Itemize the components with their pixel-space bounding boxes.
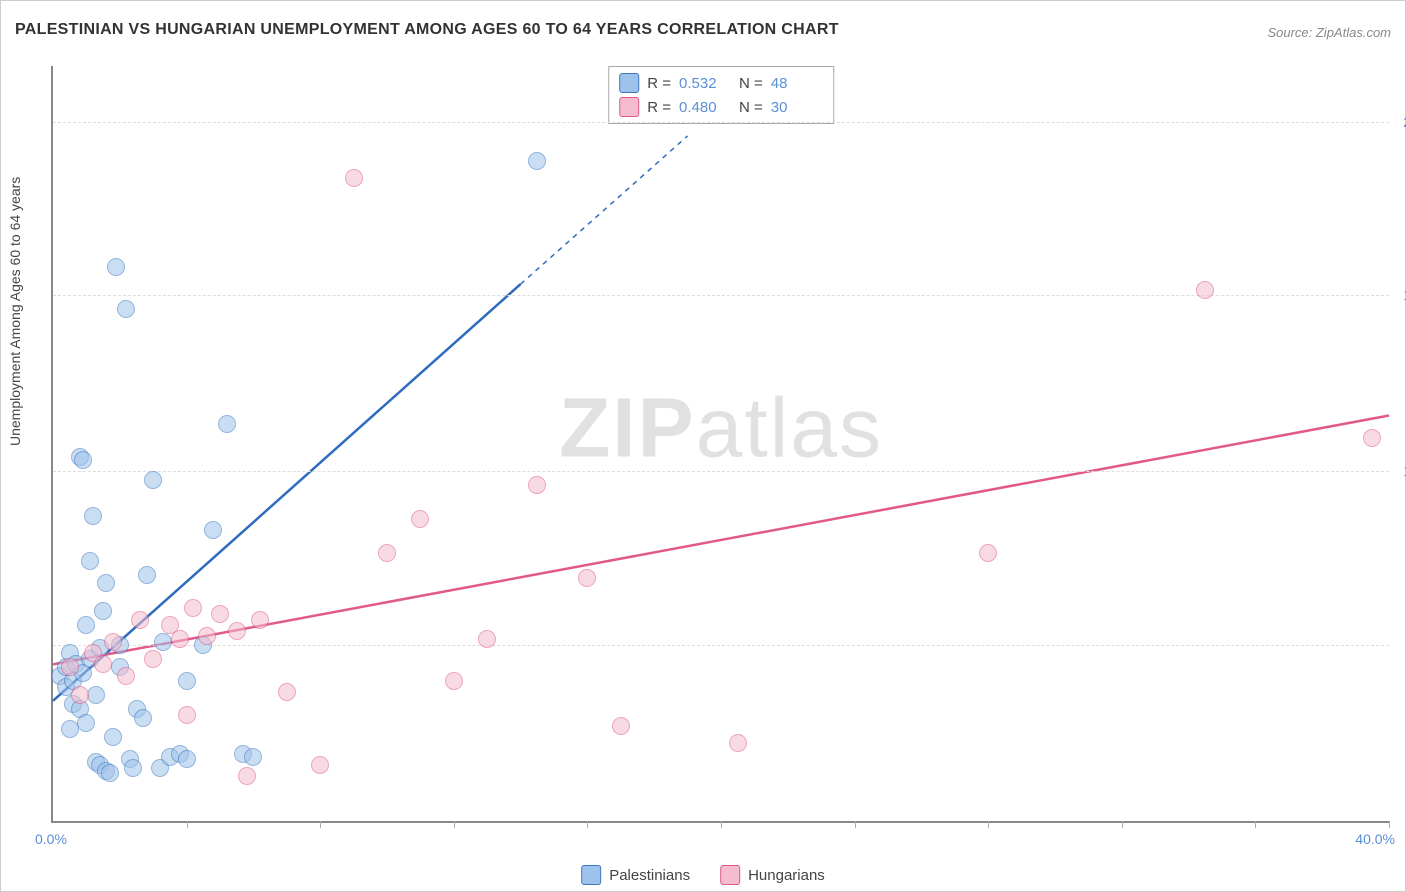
data-point [612, 717, 630, 735]
data-point [198, 627, 216, 645]
data-point [378, 544, 396, 562]
series-legend-item: Hungarians [720, 865, 825, 885]
legend-n-value: 48 [771, 75, 823, 92]
data-point [104, 728, 122, 746]
data-point [84, 507, 102, 525]
gridline [53, 122, 1389, 123]
data-point [311, 756, 329, 774]
data-point [445, 672, 463, 690]
series-legend-item: Palestinians [581, 865, 690, 885]
correlation-legend: R = 0.532 N = 48 R = 0.480 N = 30 [608, 66, 834, 124]
data-point [204, 521, 222, 539]
y-axis-title: Unemployment Among Ages 60 to 64 years [7, 177, 23, 446]
data-point [211, 605, 229, 623]
chart-frame: PALESTINIAN VS HUNGARIAN UNEMPLOYMENT AM… [0, 0, 1406, 892]
x-axis-max-label: 40.0% [1355, 831, 1395, 847]
data-point [94, 655, 112, 673]
legend-n-label: N = [739, 99, 763, 116]
gridline [53, 295, 1389, 296]
series-legend: Palestinians Hungarians [581, 865, 825, 885]
x-tick [1389, 821, 1390, 828]
legend-r-value: 0.480 [679, 99, 731, 116]
legend-r-label: R = [647, 99, 671, 116]
x-tick [1122, 821, 1123, 828]
series-legend-label: Palestinians [609, 867, 690, 884]
data-point [178, 706, 196, 724]
data-point [528, 476, 546, 494]
data-point [218, 415, 236, 433]
legend-r-label: R = [647, 75, 671, 92]
data-point [228, 622, 246, 640]
data-point [77, 616, 95, 634]
legend-swatch [619, 97, 639, 117]
data-point [528, 152, 546, 170]
data-point [979, 544, 997, 562]
legend-swatch [619, 73, 639, 93]
data-point [77, 714, 95, 732]
data-point [61, 720, 79, 738]
x-axis-min-label: 0.0% [35, 831, 67, 847]
correlation-legend-row: R = 0.480 N = 30 [619, 95, 823, 119]
x-tick [1255, 821, 1256, 828]
x-tick [855, 821, 856, 828]
legend-r-value: 0.532 [679, 75, 731, 92]
data-point [244, 748, 262, 766]
gridline [53, 471, 1389, 472]
data-point [178, 750, 196, 768]
trend-lines-layer [53, 66, 1389, 821]
plot-area: ZIPatlas R =0.532N =48R =0.480N =30 0.0%… [51, 66, 1389, 823]
data-point [278, 683, 296, 701]
data-point [411, 510, 429, 528]
data-point [134, 709, 152, 727]
legend-n-label: N = [739, 75, 763, 92]
data-point [131, 611, 149, 629]
data-point [138, 566, 156, 584]
data-point [144, 650, 162, 668]
data-point [154, 633, 172, 651]
x-tick [587, 821, 588, 828]
legend-n-value: 30 [771, 99, 823, 116]
data-point [238, 767, 256, 785]
data-point [1363, 429, 1381, 447]
data-point [87, 686, 105, 704]
data-point [124, 759, 142, 777]
legend-swatch [581, 865, 601, 885]
data-point [97, 574, 115, 592]
data-point [578, 569, 596, 587]
series-legend-label: Hungarians [748, 867, 825, 884]
x-tick [721, 821, 722, 828]
x-tick [320, 821, 321, 828]
data-point [171, 630, 189, 648]
data-point [144, 471, 162, 489]
data-point [729, 734, 747, 752]
data-point [184, 599, 202, 617]
correlation-legend-row: R = 0.532 N = 48 [619, 71, 823, 95]
data-point [94, 602, 112, 620]
chart-title: PALESTINIAN VS HUNGARIAN UNEMPLOYMENT AM… [15, 21, 839, 39]
data-point [101, 764, 119, 782]
data-point [345, 169, 363, 187]
data-point [81, 552, 99, 570]
data-point [107, 258, 125, 276]
legend-swatch [720, 865, 740, 885]
x-tick [454, 821, 455, 828]
data-point [178, 672, 196, 690]
data-point [117, 667, 135, 685]
data-point [1196, 281, 1214, 299]
trend-line [53, 416, 1389, 665]
x-tick [187, 821, 188, 828]
data-point [74, 451, 92, 469]
data-point [71, 686, 89, 704]
x-tick [988, 821, 989, 828]
data-point [251, 611, 269, 629]
data-point [104, 633, 122, 651]
data-point [478, 630, 496, 648]
source-attribution: Source: ZipAtlas.com [1267, 25, 1391, 40]
data-point [117, 300, 135, 318]
data-point [61, 658, 79, 676]
gridline [53, 645, 1389, 646]
